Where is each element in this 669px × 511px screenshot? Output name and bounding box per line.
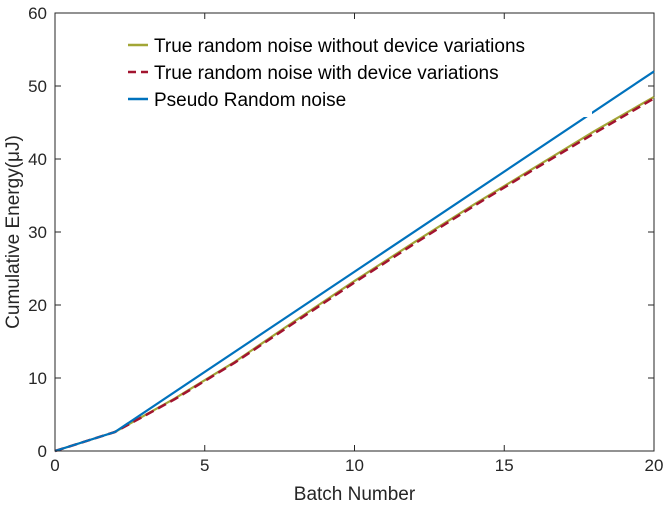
y-tick-label: 10 [28,369,47,388]
legend-entry-1: True random noise with device variations [154,63,499,84]
y-tick-label: 50 [28,77,47,96]
legend-entry-0: True random noise without device variati… [154,36,525,57]
x-tick-label: 20 [645,456,664,475]
legend-entry-2: Pseudo Random noise [154,90,346,111]
series-line-0 [54,95,655,453]
x-tick-label: 0 [50,456,59,475]
x-tick-label: 10 [345,456,364,475]
x-axis-label: Batch Number [294,484,416,505]
series-line-2 [54,70,655,453]
x-tick-label: 15 [495,456,514,475]
legend-box [122,30,592,117]
legend: True random noise without device variati… [122,30,592,117]
y-tick-label: 30 [28,223,47,242]
series-layer [54,70,655,453]
y-tick-label: 20 [28,296,47,315]
x-tick-label: 5 [200,456,209,475]
series-line-1 [54,97,655,453]
ticks-layer: 0 5 10 15 20 0 10 20 30 40 50 60 [28,4,663,475]
y-tick-label: 60 [28,4,47,23]
y-tick-label: 0 [38,442,47,461]
y-tick-label: 40 [28,150,47,169]
y-axis-label: Cumulative Energy(μJ) [3,135,24,329]
